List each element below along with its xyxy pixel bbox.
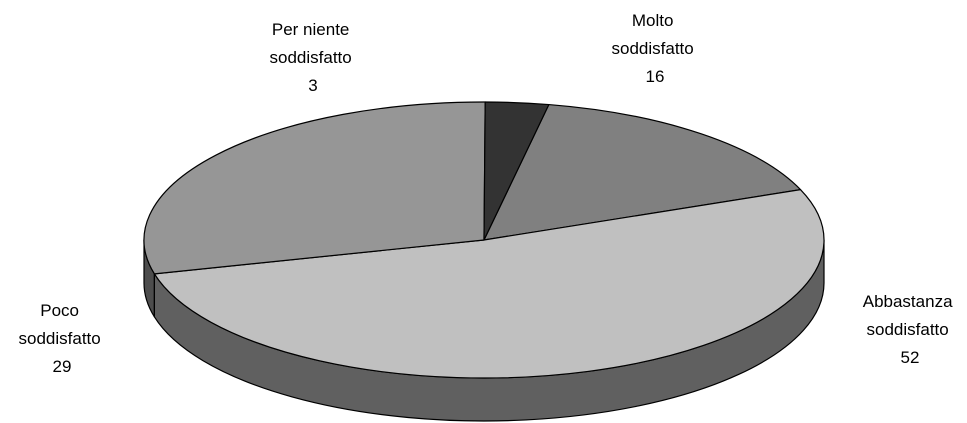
pie-slices <box>143 101 825 379</box>
label-molto: Molto soddisfatto 16 <box>612 11 699 86</box>
label-per-niente: Per niente soddisfatto 3 <box>270 20 357 95</box>
label-poco: Poco soddisfatto 29 <box>19 301 106 376</box>
label-abbastanza: Abbastanza soddisfatto 52 <box>863 292 958 367</box>
slice-abbastanza <box>153 189 825 379</box>
slice-per-niente <box>483 101 550 241</box>
slice-molto <box>483 103 802 241</box>
slice-poco <box>143 101 486 275</box>
